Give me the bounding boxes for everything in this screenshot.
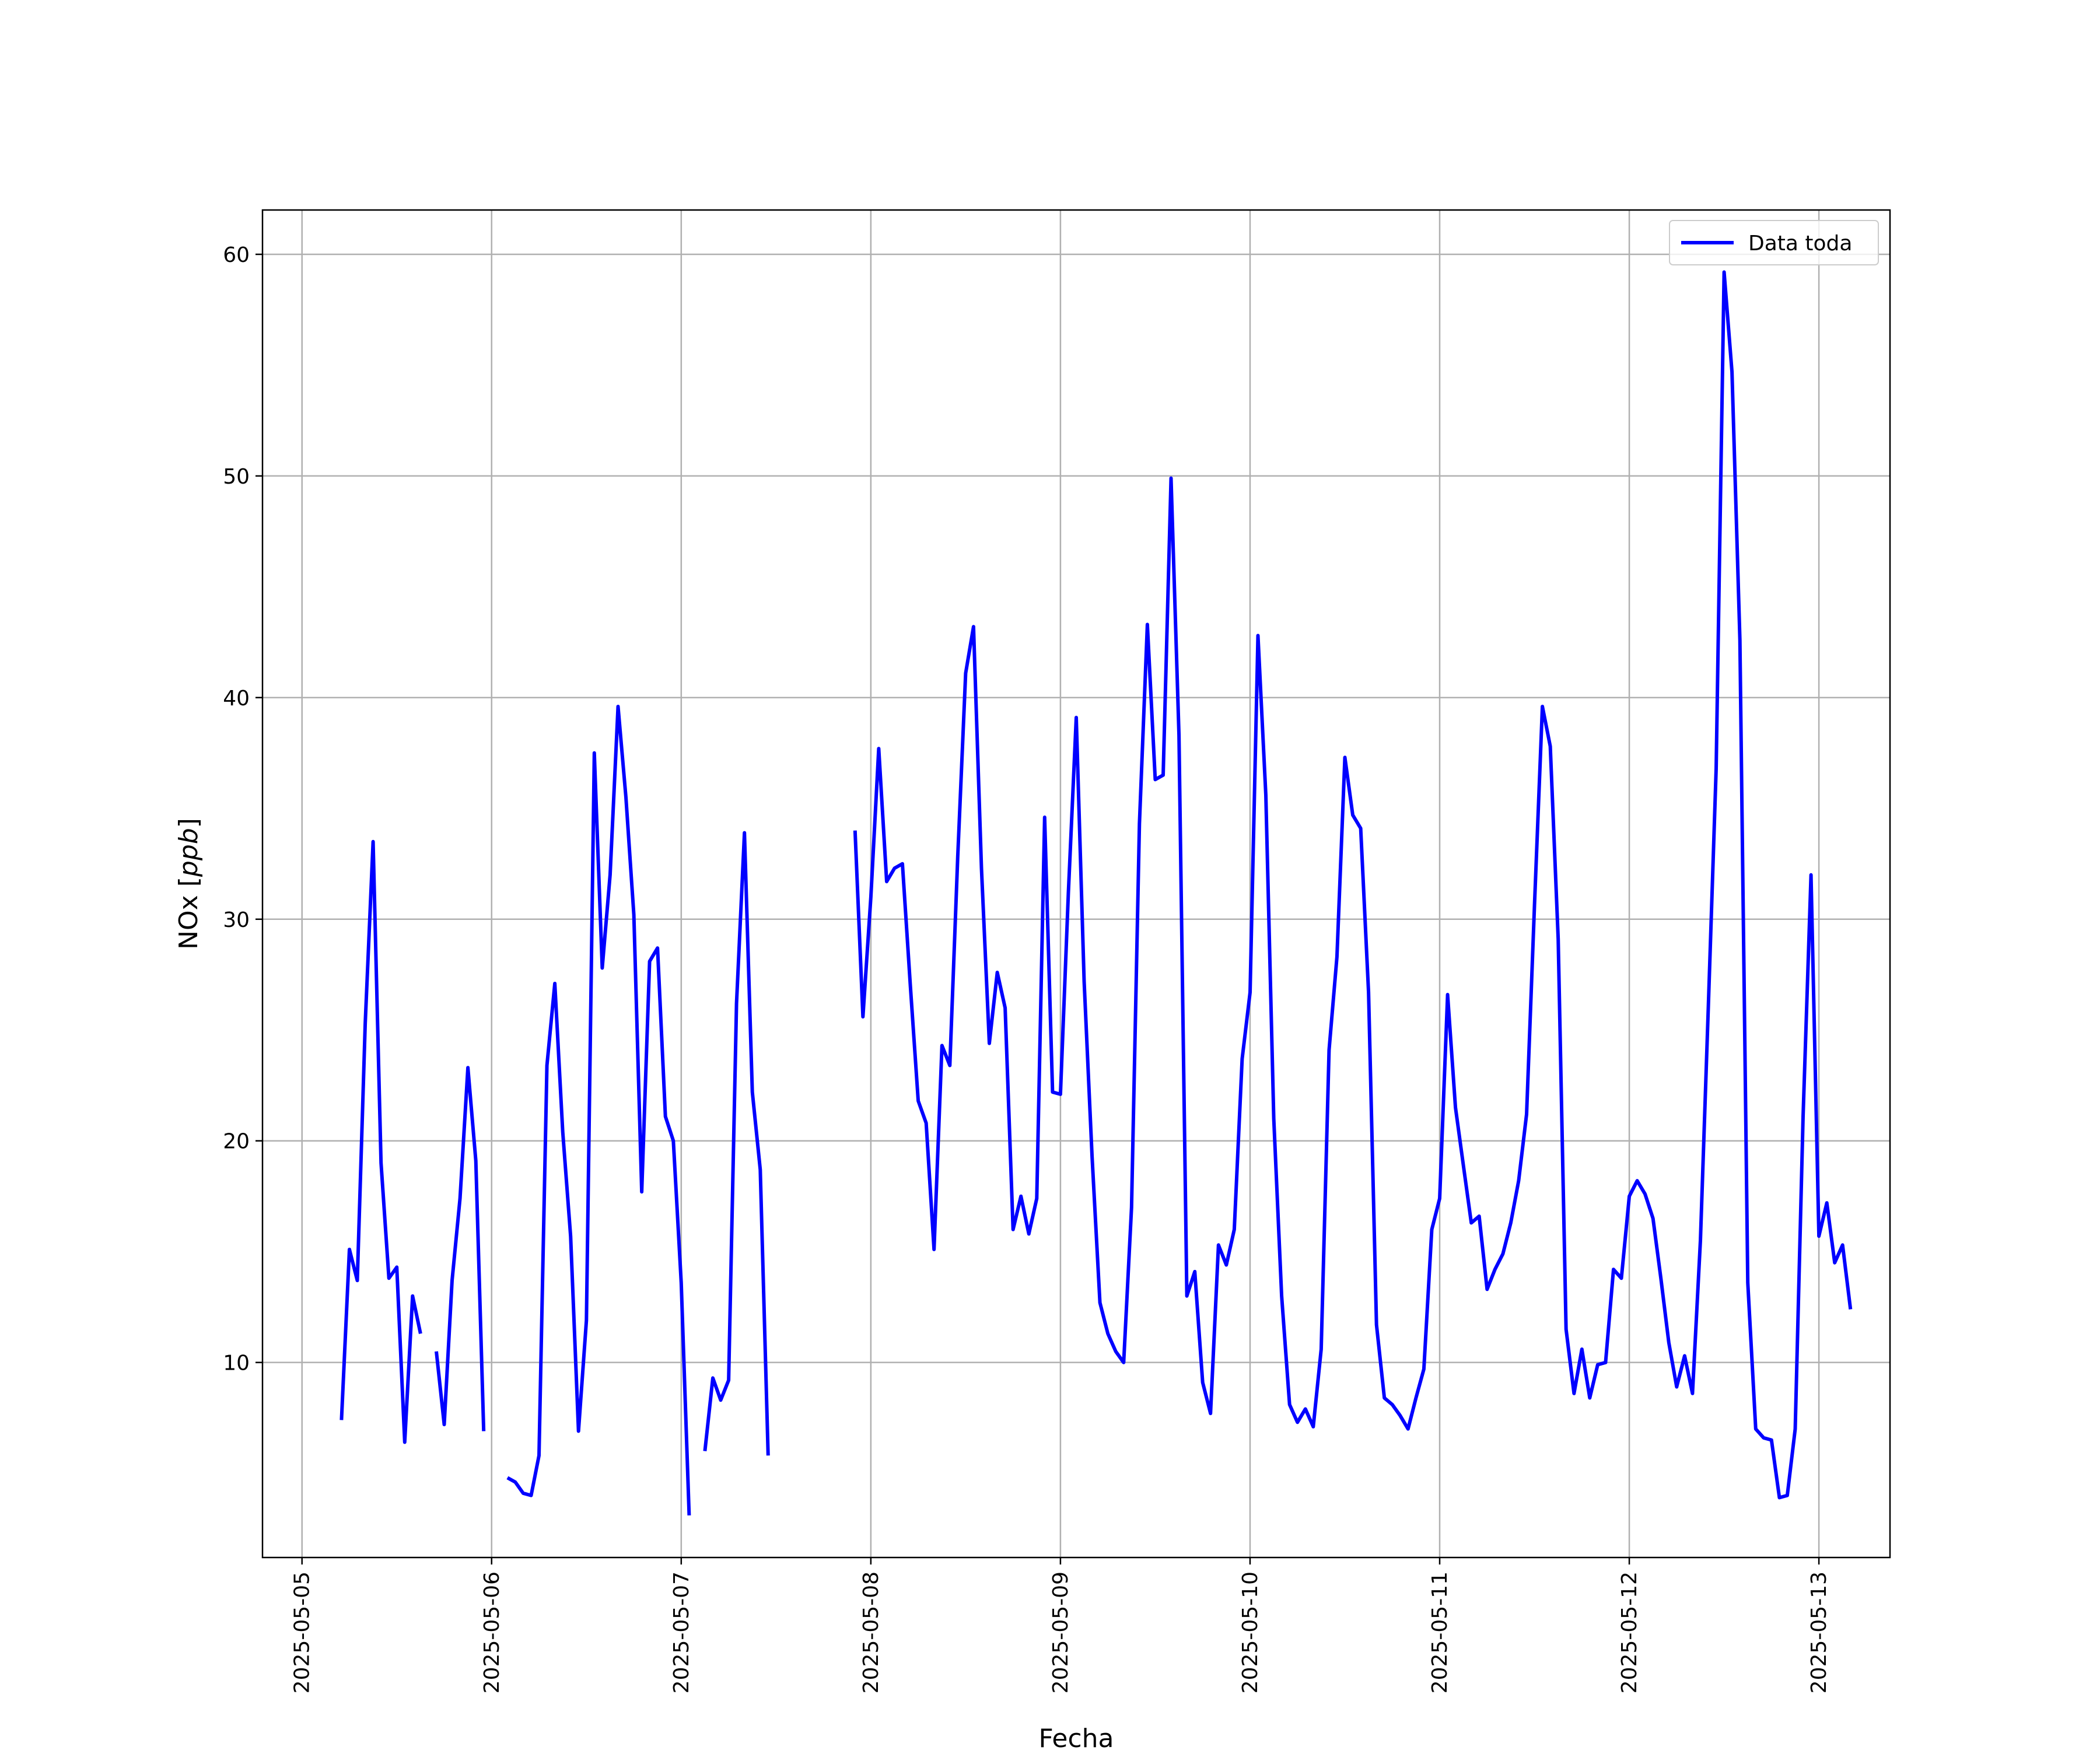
y-tick-label: 50 — [223, 465, 250, 489]
x-tick-label: 2025-05-13 — [1807, 1572, 1831, 1693]
y-tick-label: 40 — [223, 687, 250, 710]
series-layer — [340, 270, 1853, 1516]
axis-ticks: 2025-05-05 2025-05-06 2025-05-07 2025-05-08… — [223, 243, 1831, 1693]
x-tick-label: 2025-05-11 — [1428, 1572, 1452, 1693]
x-tick-label: 2025-05-05 — [290, 1572, 314, 1693]
x-tick-label: 2025-05-10 — [1238, 1572, 1262, 1693]
series-line-data-toda — [340, 270, 1853, 1516]
legend-box — [1669, 220, 1879, 265]
x-axis-label: Fecha — [1038, 1724, 1114, 1750]
y-tick-label: 60 — [223, 243, 250, 267]
legend-entry-label: Data toda — [1748, 232, 1852, 256]
grid — [262, 210, 1890, 1558]
x-tick-label: 2025-05-08 — [859, 1572, 883, 1693]
y-tick-label: 30 — [223, 908, 250, 932]
x-tick-label: 2025-05-06 — [480, 1572, 504, 1693]
legend: Data toda — [1669, 220, 1879, 265]
x-tick-label: 2025-05-07 — [670, 1572, 694, 1693]
x-tick-label: 2025-05-12 — [1618, 1572, 1642, 1693]
y-tick-label: 20 — [223, 1130, 250, 1154]
y-axis-label: NOx [ppb] — [174, 818, 204, 950]
y-tick-label: 10 — [223, 1352, 250, 1376]
plot-area-frame — [261, 209, 1891, 1559]
x-tick-label: 2025-05-09 — [1049, 1572, 1073, 1693]
